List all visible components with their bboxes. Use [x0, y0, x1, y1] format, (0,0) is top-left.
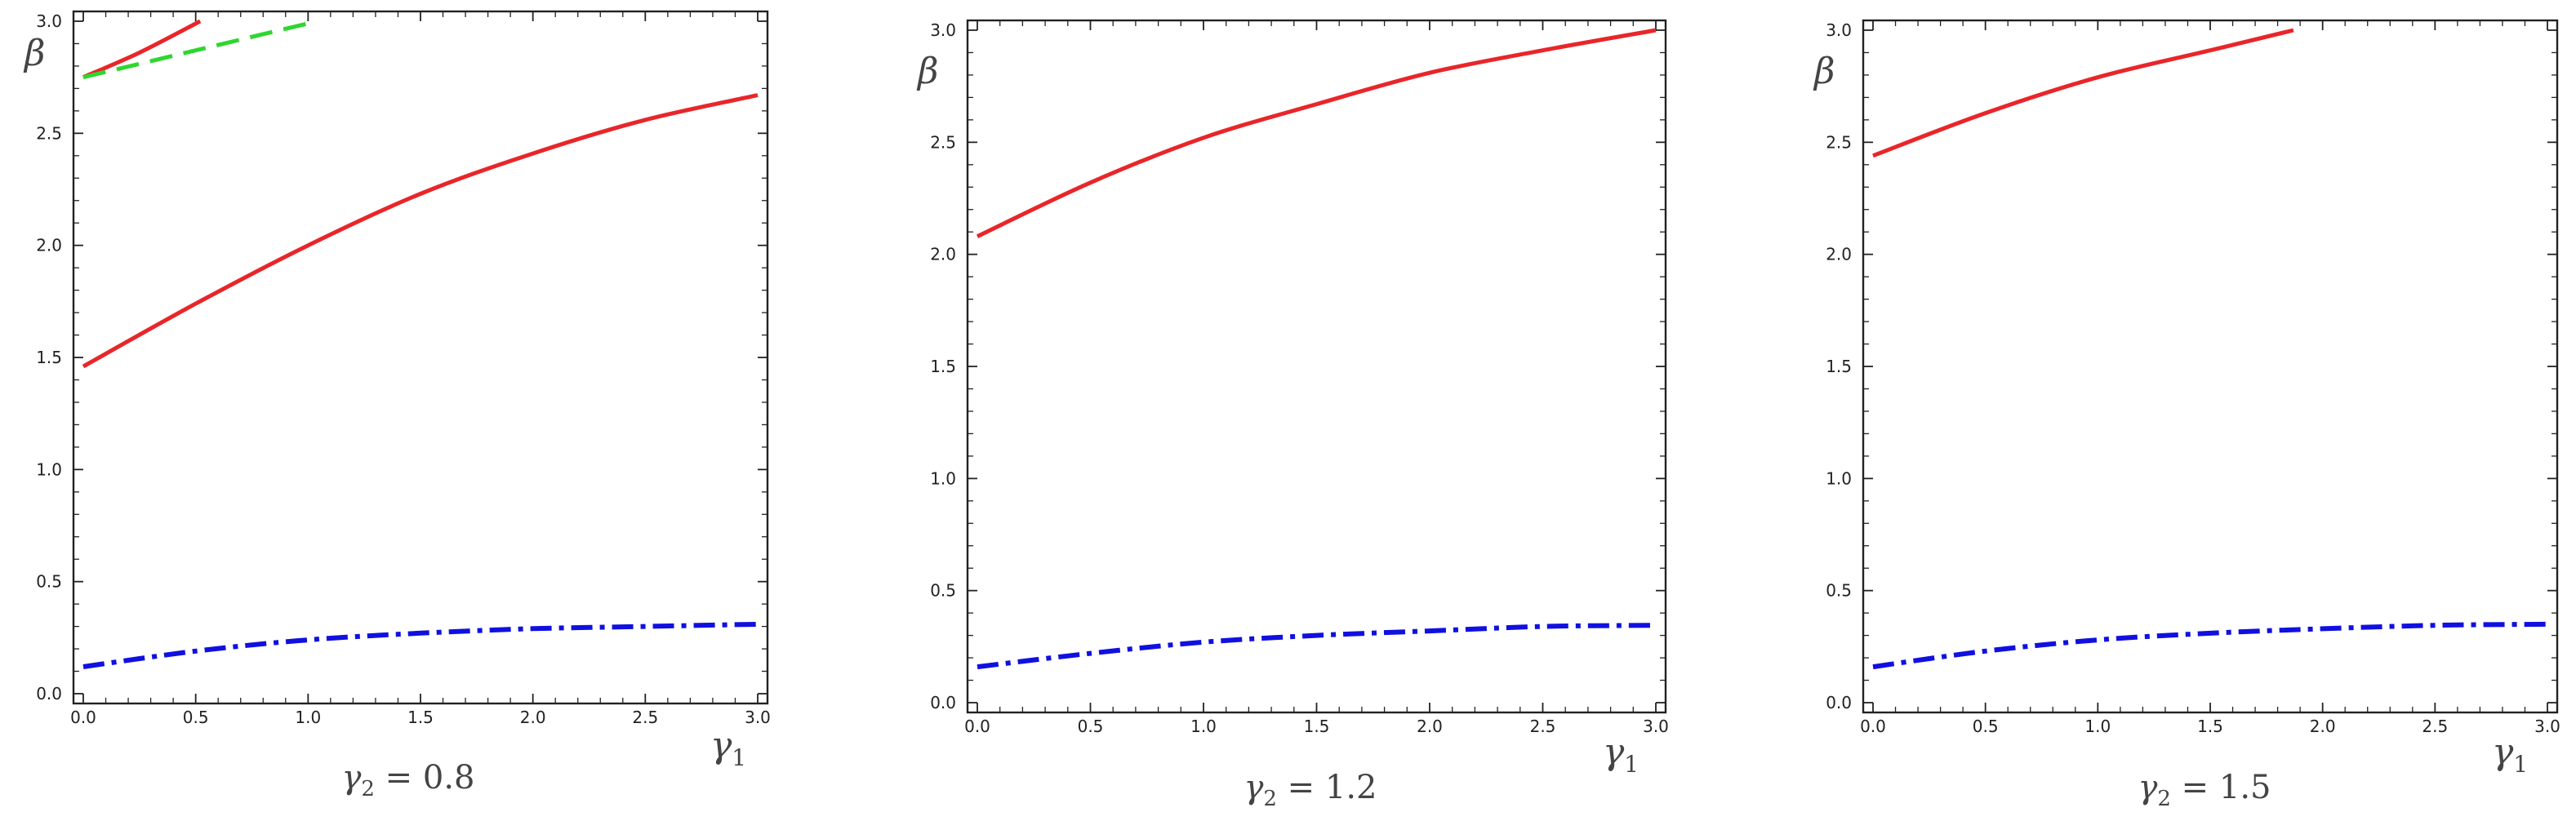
y-tick-label: 2.5 [930, 132, 956, 152]
panel-title: γ2 = 1.5 [2138, 769, 2271, 811]
series-line-2 [1872, 621, 2548, 670]
y-axis-label: β [23, 33, 45, 74]
x-tick-label: 0.5 [1078, 717, 1104, 736]
x-tick-label: 2.5 [632, 708, 658, 727]
series-line-1 [82, 93, 759, 369]
x-tick-label: 0.0 [964, 717, 990, 736]
x-tick-label: 2.0 [2310, 717, 2336, 736]
series-line-2 [82, 19, 202, 79]
panel-3: 0.0 0.0 0.5 0.5 1.0 1.0 1.5 1.5 2.0 2.0 2.5 2.5 3.0 3… [1813, 19, 2560, 811]
x-tick-label: 2.5 [2422, 717, 2448, 736]
series-line-2 [977, 623, 1657, 670]
x-tick-label: 1.0 [2084, 717, 2111, 736]
y-tick-label: 0.5 [36, 572, 62, 592]
y-axis-label: β [1813, 51, 1835, 92]
y-tick-label: 2.0 [36, 236, 62, 255]
x-tick-label: 3.0 [745, 708, 771, 727]
y-tick-label: 1.5 [930, 357, 956, 376]
y-tick-label: 1.0 [930, 468, 956, 488]
y-tick-label: 2.0 [930, 245, 956, 264]
y-tick-label: 2.0 [1826, 245, 1852, 264]
x-tick-label: 2.0 [520, 708, 546, 727]
y-tick-label: 1.5 [1826, 357, 1852, 376]
x-tick-label: 0.5 [1973, 717, 1999, 736]
y-tick-label: 2.5 [1826, 132, 1852, 152]
y-tick-label: 0.0 [1826, 693, 1852, 712]
x-tick-label: 2.0 [1417, 717, 1443, 736]
y-tick-label: 3.0 [1826, 20, 1852, 40]
x-tick-label: 1.5 [407, 708, 434, 727]
y-tick-label: 1.0 [36, 459, 62, 479]
panel-title: γ2 = 1.2 [1244, 769, 1377, 811]
y-tick-label: 1.0 [1826, 468, 1852, 488]
x-tick-label: 3.0 [2534, 717, 2560, 736]
panel-2: 0.0 0.0 0.5 0.5 1.0 1.0 1.5 1.5 2.0 2.0 2.5 2.5 3.0 3… [916, 19, 1669, 811]
y-tick-label: 3.0 [930, 20, 956, 40]
plot-frame [1862, 19, 2559, 714]
y-tick-label: 0.0 [36, 684, 62, 703]
x-tick-label: 0.5 [183, 708, 209, 727]
x-tick-label: 1.0 [295, 708, 321, 727]
series-line-3 [82, 21, 309, 80]
series-line-4 [82, 621, 759, 669]
x-tick-label: 3.0 [1643, 717, 1669, 736]
y-tick-label: 1.5 [36, 348, 62, 367]
x-tick-label: 1.5 [1304, 717, 1330, 736]
y-axis-label: β [916, 51, 938, 92]
x-tick-label: 0.0 [70, 708, 96, 727]
plot-frame [966, 19, 1667, 714]
series-line-1 [1872, 28, 2294, 158]
panel-1: 0.0 0.0 0.5 0.5 1.0 1.0 1.5 1.5 2.0 2.0 2.5 2.5 3.0 3… [23, 10, 771, 801]
x-axis-label: γ1 [1603, 731, 1639, 778]
y-tick-label: 0.0 [930, 693, 956, 712]
x-tick-label: 1.0 [1190, 717, 1217, 736]
panel-title: γ2 = 0.8 [341, 759, 474, 801]
series-line-1 [976, 28, 1657, 238]
x-tick-label: 0.0 [1860, 717, 1886, 736]
y-tick-label: 3.0 [36, 11, 62, 31]
x-axis-label: γ1 [2492, 731, 2528, 778]
x-axis-label: γ1 [710, 725, 746, 771]
y-tick-label: 2.5 [36, 123, 62, 143]
x-tick-label: 2.5 [1530, 717, 1556, 736]
y-tick-label: 0.5 [1826, 581, 1852, 601]
x-tick-label: 1.5 [2197, 717, 2223, 736]
y-tick-label: 0.5 [930, 581, 956, 601]
